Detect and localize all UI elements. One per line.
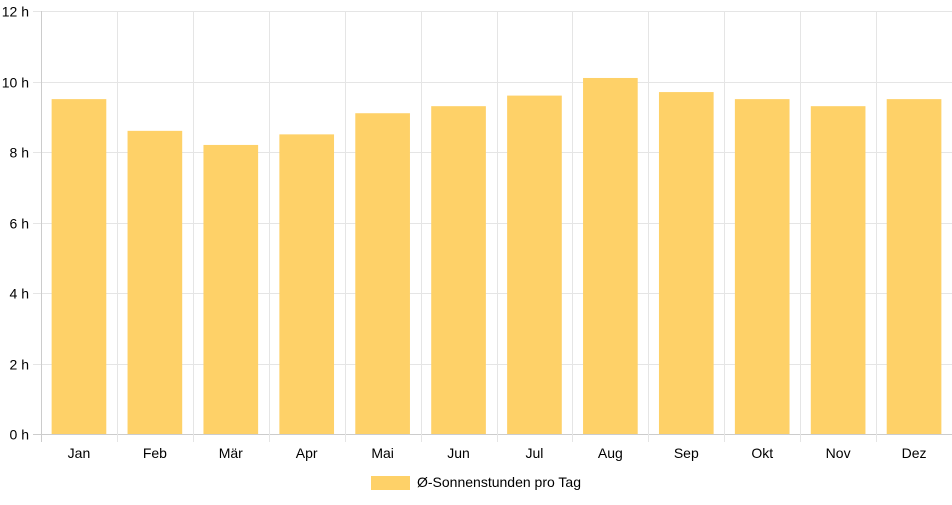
- x-tick-label: Jun: [447, 445, 470, 461]
- bar[interactable]: [658, 92, 714, 434]
- bar[interactable]: [583, 77, 638, 434]
- x-tick-label: Okt: [751, 445, 773, 461]
- y-tick-label: 2 h: [10, 357, 29, 373]
- axes: 0 h 2 h 4 h 6 h 8 h 10 h 12 h Jan Feb Mär Apr Mai Ju…: [2, 4, 927, 462]
- bar[interactable]: [355, 113, 410, 434]
- x-tick-label: Dez: [902, 445, 927, 461]
- x-tick-label: Aug: [598, 445, 623, 461]
- bars: [51, 77, 942, 435]
- y-tick-label: 8 h: [10, 145, 29, 161]
- bar[interactable]: [507, 95, 562, 434]
- y-tick-label: 6 h: [10, 216, 29, 232]
- bar[interactable]: [127, 130, 183, 434]
- x-tick-label: Jan: [68, 445, 91, 461]
- bar[interactable]: [734, 99, 790, 434]
- bar[interactable]: [203, 144, 259, 434]
- y-tick-label: 4 h: [10, 286, 29, 302]
- bar[interactable]: [810, 106, 866, 435]
- x-tick-label: Jul: [526, 445, 544, 461]
- y-tick-label: 0 h: [10, 427, 29, 443]
- x-tick-label: Apr: [296, 445, 318, 461]
- legend-label: Ø-Sonnenstunden pro Tag: [417, 474, 581, 490]
- bar[interactable]: [51, 99, 107, 434]
- x-tick-label: Mär: [219, 445, 243, 461]
- x-tick-label: Feb: [143, 445, 167, 461]
- y-tick-label: 10 h: [2, 75, 29, 91]
- legend-swatch: [371, 476, 410, 490]
- x-tick-label: Sep: [674, 445, 699, 461]
- x-tick-label: Mai: [371, 445, 394, 461]
- grid: [33, 11, 952, 442]
- bar[interactable]: [279, 134, 335, 434]
- legend[interactable]: Ø-Sonnenstunden pro Tag: [371, 474, 581, 490]
- bar[interactable]: [886, 99, 942, 434]
- y-tick-label: 12 h: [2, 4, 29, 20]
- bar[interactable]: [431, 106, 486, 435]
- x-tick-label: Nov: [826, 445, 851, 461]
